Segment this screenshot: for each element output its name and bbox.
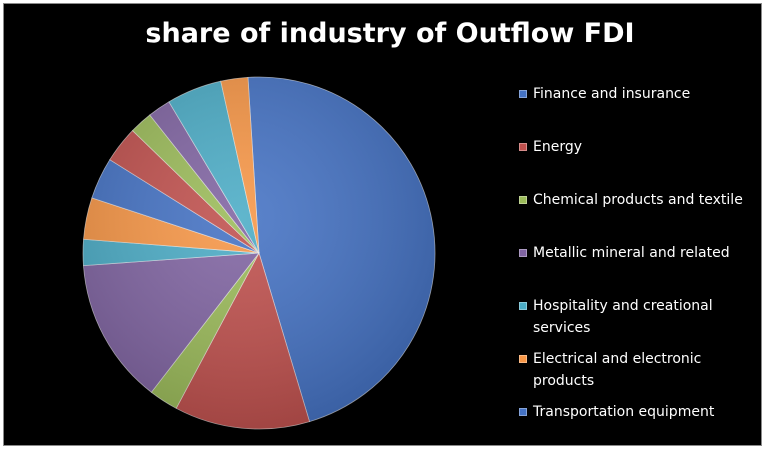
chart-title: share of industry of Outflow FDI (145, 18, 635, 49)
legend: Finance and insurance Energy Chemical pr… (519, 0, 759, 453)
legend-label: Transportation equipment (533, 404, 715, 420)
legend-swatch (519, 196, 527, 204)
legend-swatch (519, 143, 527, 151)
legend-swatch (519, 90, 527, 98)
legend-label: Energy (533, 139, 583, 155)
legend-label: Chemical products and textile (533, 192, 743, 208)
legend-label: Hospitality and creational services (533, 298, 713, 336)
legend-label: Metallic mineral and related (533, 245, 730, 261)
legend-swatch (519, 355, 527, 363)
legend-swatch (519, 302, 527, 310)
legend-label: Electrical and electronic products (533, 351, 702, 389)
pie-slices (82, 76, 436, 430)
legend-swatch (519, 249, 527, 257)
legend-label: Finance and insurance (533, 86, 691, 102)
legend-swatch (519, 408, 527, 416)
